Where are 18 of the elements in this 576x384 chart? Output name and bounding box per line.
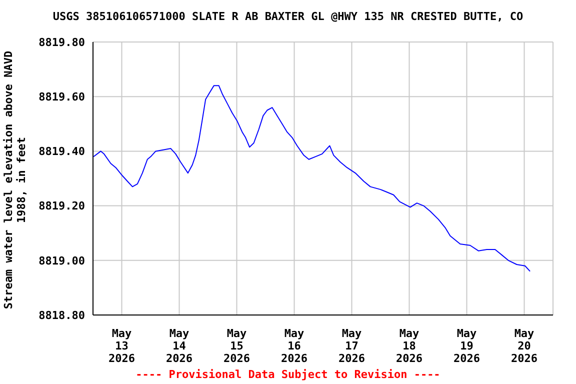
- y-tick-label: 8819.40: [38, 145, 85, 158]
- x-tick-label: May 17 2026: [338, 326, 366, 366]
- x-tick-label: May 18 2026: [396, 326, 423, 366]
- x-tick-label: May 15 2026: [224, 326, 250, 366]
- x-tick-label: May 14 2026: [166, 326, 193, 366]
- y-tick-label: 8819.80: [38, 36, 85, 49]
- y-tick-label: 8818.80: [38, 308, 85, 322]
- y-tick-label: 8819.20: [38, 200, 85, 213]
- x-tick-label: May 20 2026: [511, 326, 538, 366]
- x-tick-label: May 19 2026: [454, 326, 480, 366]
- y-axis-title: Stream water level elevation above NAVD 1988, in feet: [2, 50, 28, 310]
- text: ---- Provisional Data Subject to Revision ----: [134, 368, 442, 381]
- y-tick-label: 8819.00: [38, 254, 85, 268]
- y-tick-label: 8819.60: [38, 90, 85, 104]
- line-series: [93, 85, 531, 272]
- x-tick-label: May 16 2026: [281, 326, 308, 366]
- chart-title: USGS 385106106571000 SLATE R AB BAXTER GL @HWY 135 NR CRESTED BUTTE, CO: [52, 10, 524, 23]
- x-tick-label: May 13 2026: [108, 326, 136, 366]
